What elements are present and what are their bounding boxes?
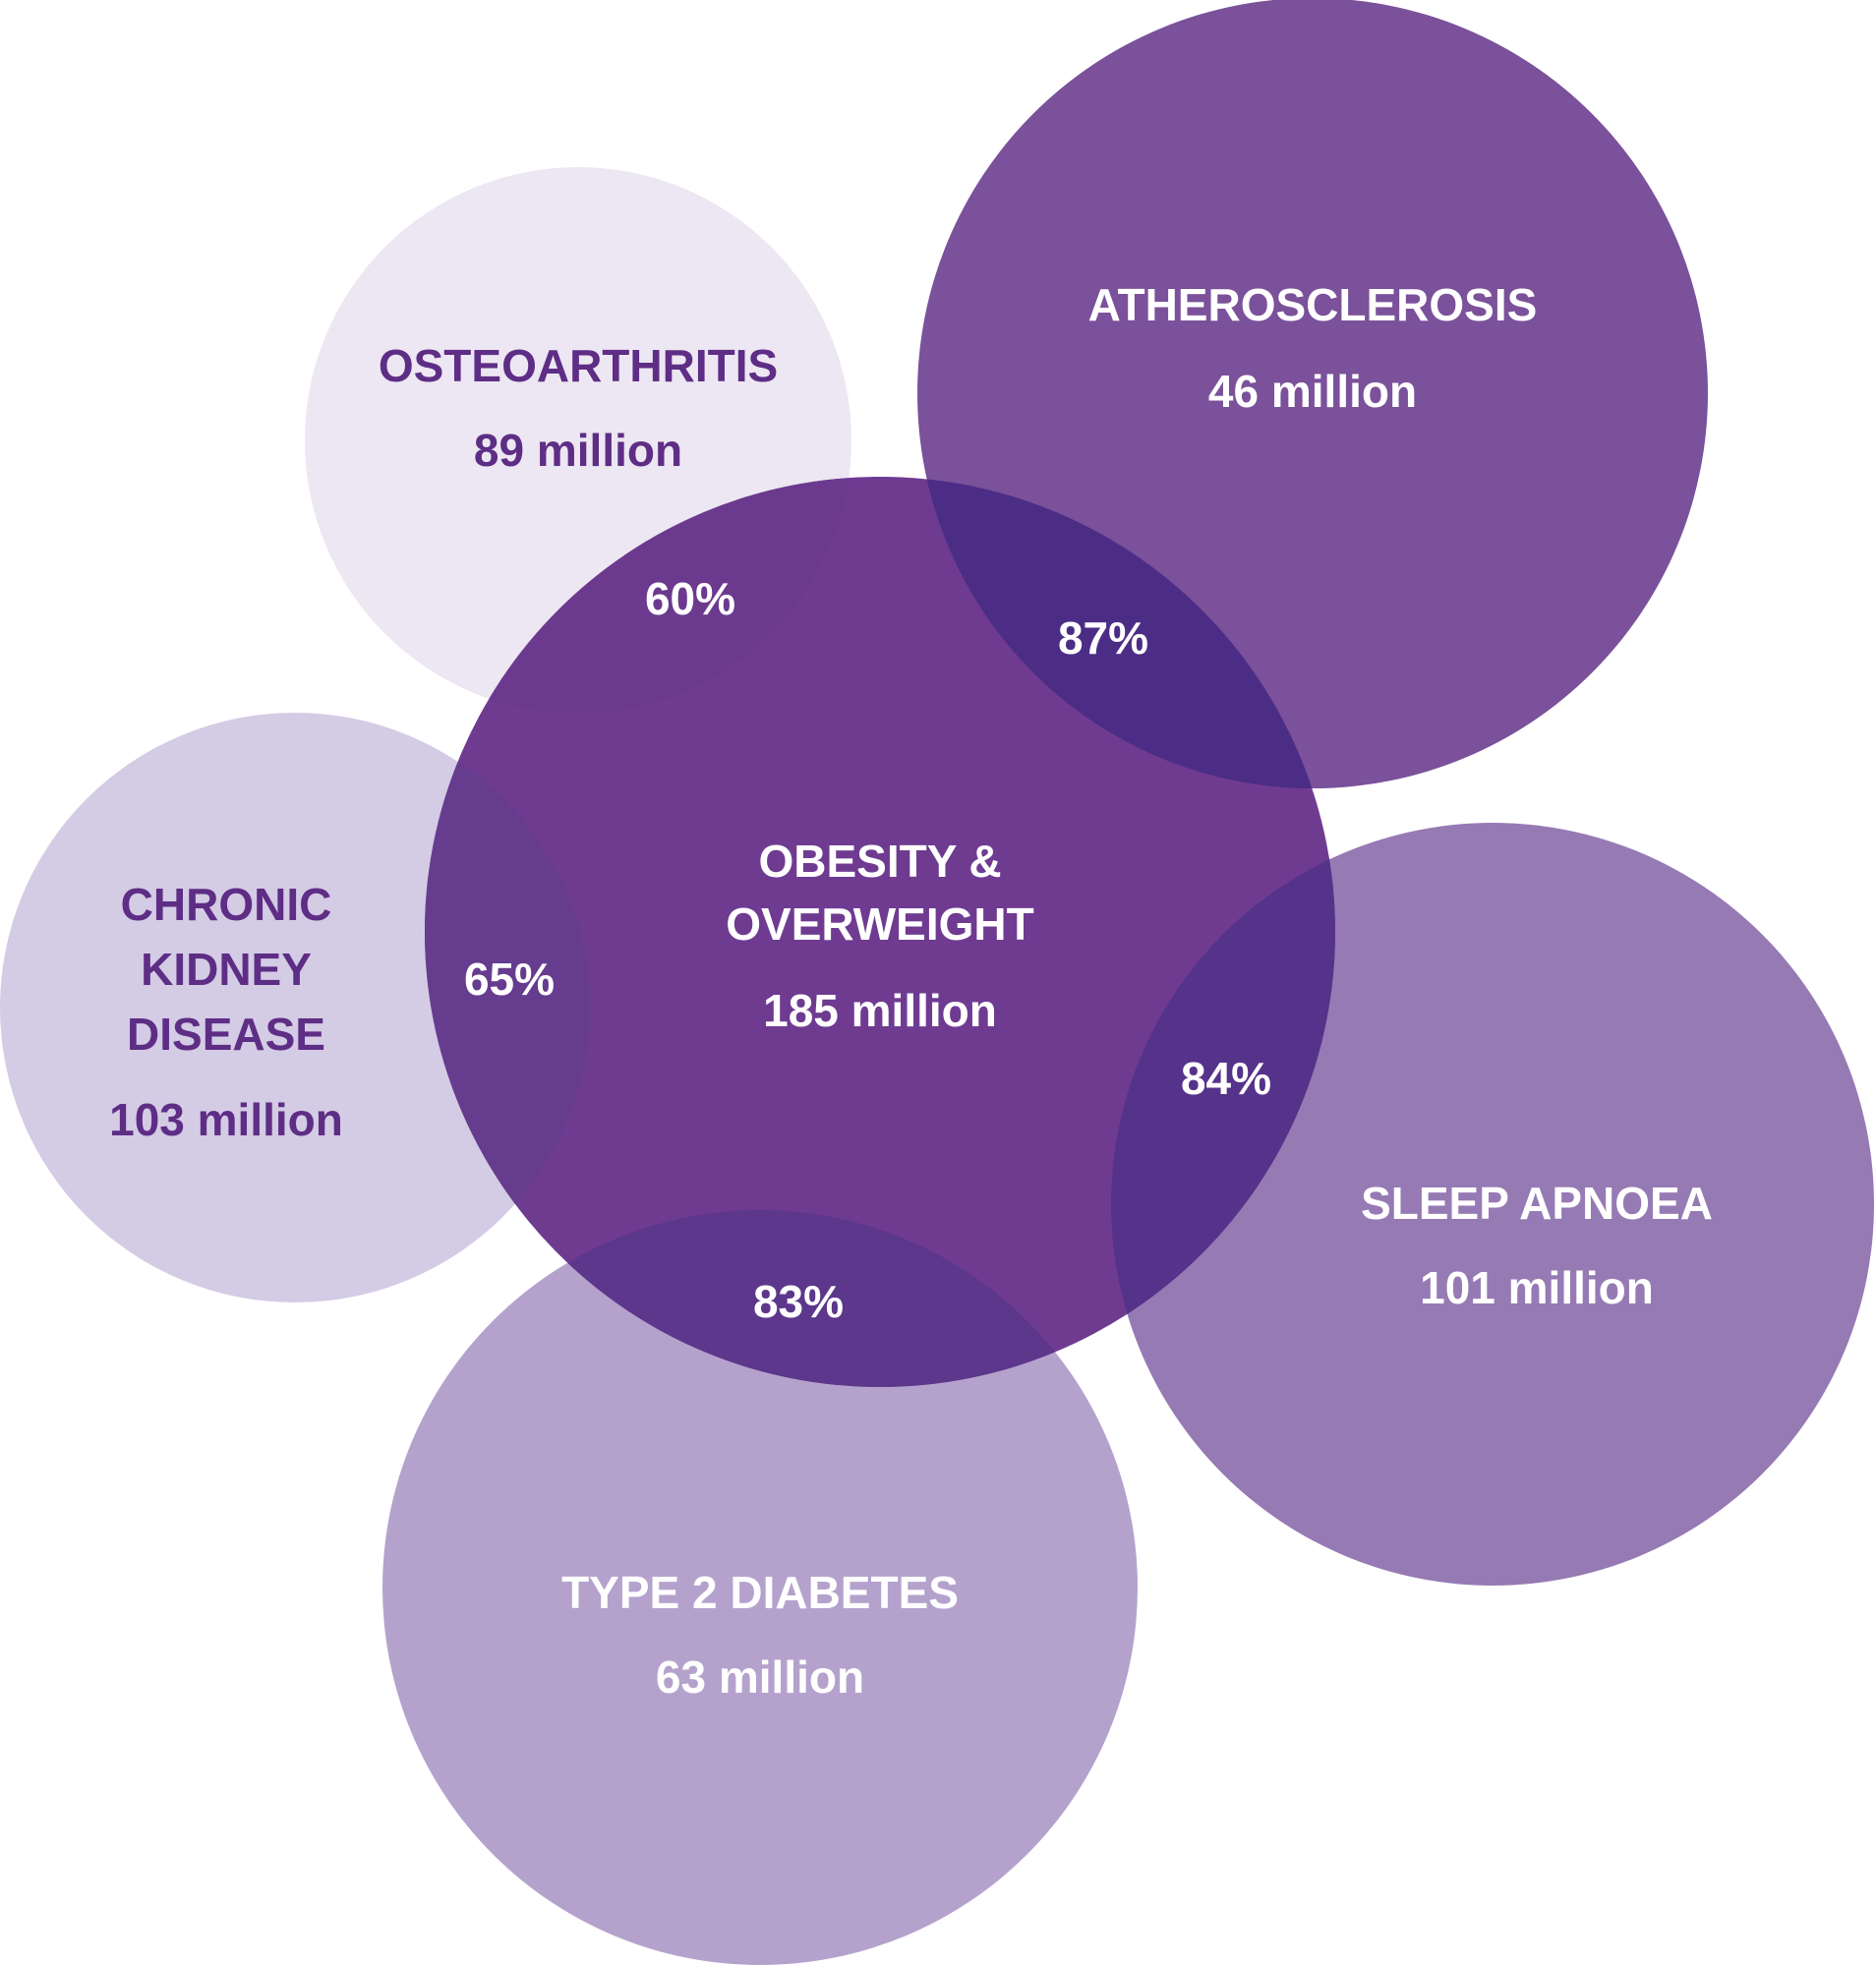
osteoarthritis-value: 89 million <box>474 425 682 476</box>
chronic-kidney-disease-name-line-3: DISEASE <box>127 1009 325 1060</box>
overlap-region-sleep-apnoea <box>1111 823 1335 1387</box>
overlap-region-atherosclerosis <box>917 477 1335 788</box>
chronic-kidney-disease-value: 103 million <box>109 1094 343 1145</box>
osteoarthritis-name: OSTEOARTHRITIS <box>379 340 778 391</box>
sleep-apnoea-value: 101 million <box>1420 1262 1654 1313</box>
obesity-overweight-name-line-1: OBESITY & <box>758 836 1001 887</box>
sleep-apnoea-name: SLEEP APNOEA <box>1361 1178 1713 1229</box>
obesity-overweight-value: 185 million <box>763 985 997 1036</box>
type-2-diabetes-value: 63 million <box>656 1651 864 1703</box>
type-2-diabetes-name: TYPE 2 DIABETES <box>561 1567 959 1618</box>
overlap-sleep-apnoea-percent: 84% <box>1181 1053 1271 1104</box>
overlap-osteoarthritis-percent: 60% <box>645 573 735 624</box>
chronic-kidney-disease-name-line-1: CHRONIC <box>121 879 332 930</box>
circle-type-2-diabetes <box>382 1210 1138 1965</box>
obesity-overweight-name-line-2: OVERWEIGHT <box>726 898 1034 950</box>
overlap-chronic-kidney-disease-percent: 65% <box>464 954 555 1005</box>
overlap-type-2-diabetes-percent: 83% <box>753 1276 844 1327</box>
chronic-kidney-disease-name-line-2: KIDNEY <box>141 944 312 995</box>
overlap-atherosclerosis-percent: 87% <box>1058 612 1148 664</box>
atherosclerosis-name: ATHEROSCLEROSIS <box>1088 279 1538 330</box>
atherosclerosis-value: 46 million <box>1208 366 1417 417</box>
